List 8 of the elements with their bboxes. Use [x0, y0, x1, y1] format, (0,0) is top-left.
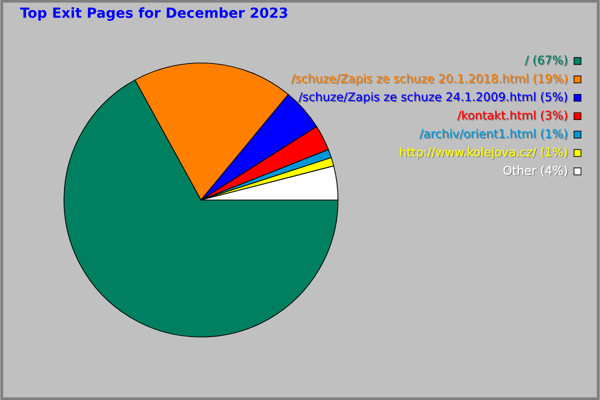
- legend-label: / (67%): [524, 55, 568, 67]
- legend-label: Other (4%): [503, 166, 568, 178]
- legend-label: /archiv/orient1.html (1%): [419, 128, 568, 140]
- legend-label: /schuze/Zapis ze schuze 24.1.2009.html (5%): [298, 92, 568, 104]
- legend-label: /kontakt.html (3%): [457, 110, 568, 122]
- legend-label: http://www.kolejova.cz/ (1%): [400, 147, 568, 160]
- chart-title: Top Exit Pages for December 2023: [20, 7, 288, 21]
- legend-label: /schuze/Zapis ze schuze 20.1.2018.html (19%): [291, 74, 568, 86]
